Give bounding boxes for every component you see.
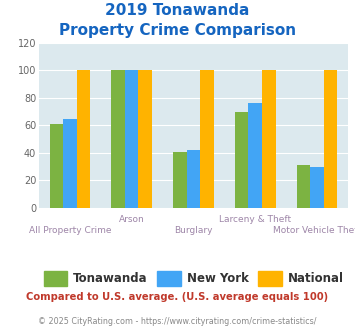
Bar	[200, 70, 214, 208]
Text: Compared to U.S. average. (U.S. average equals 100): Compared to U.S. average. (U.S. average …	[26, 292, 329, 302]
Bar	[125, 70, 138, 208]
Text: © 2025 CityRating.com - https://www.cityrating.com/crime-statistics/: © 2025 CityRating.com - https://www.city…	[38, 317, 317, 326]
Bar	[50, 124, 63, 208]
Bar	[324, 70, 337, 208]
Text: Larceny & Theft: Larceny & Theft	[219, 214, 291, 223]
Bar	[248, 103, 262, 208]
Text: Motor Vehicle Theft: Motor Vehicle Theft	[273, 226, 355, 235]
Text: All Property Crime: All Property Crime	[29, 226, 111, 235]
Bar	[235, 112, 248, 208]
Bar	[262, 70, 275, 208]
Bar	[63, 118, 77, 208]
Bar	[111, 70, 125, 208]
Bar	[187, 150, 200, 208]
Text: Arson: Arson	[119, 214, 144, 223]
Bar	[173, 151, 187, 208]
Text: 2019 Tonawanda: 2019 Tonawanda	[105, 3, 250, 18]
Bar	[310, 167, 324, 208]
Bar	[77, 70, 90, 208]
Bar	[138, 70, 152, 208]
Text: Burglary: Burglary	[174, 226, 213, 235]
Text: Property Crime Comparison: Property Crime Comparison	[59, 23, 296, 38]
Bar	[297, 165, 310, 208]
Legend: Tonawanda, New York, National: Tonawanda, New York, National	[39, 267, 348, 290]
